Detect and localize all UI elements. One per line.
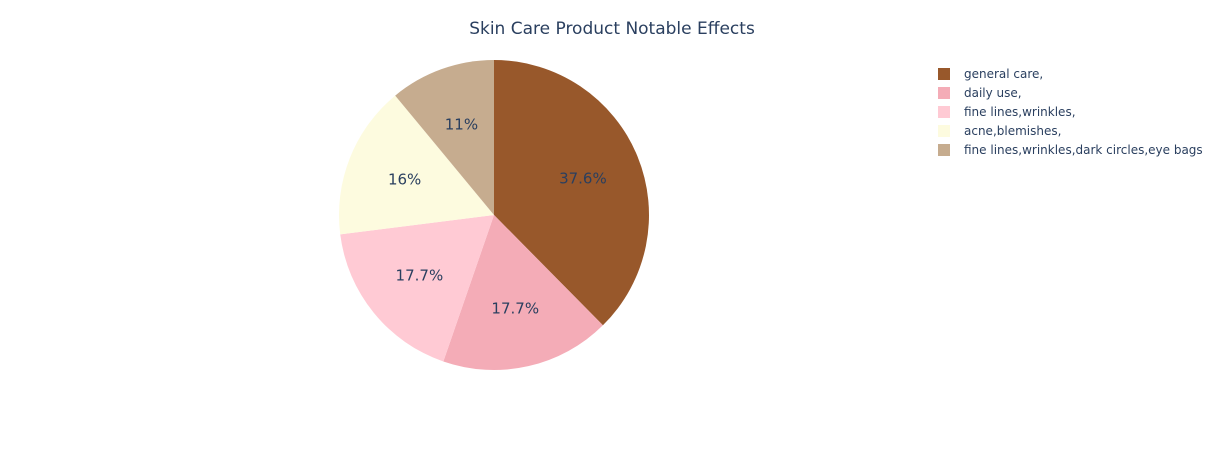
slice-percent-label-1: 17.7% — [491, 300, 539, 318]
slice-labels: 37.6% 17.7% 17.7% 16% 11% — [388, 116, 607, 318]
legend-label-3[interactable]: acne,blemishes, — [964, 124, 1061, 138]
pie-slice-0[interactable] — [494, 60, 649, 326]
legend-label-4[interactable]: fine lines,wrinkles,dark circles,eye bag… — [964, 143, 1203, 157]
legend-label-2[interactable]: fine lines,wrinkles, — [964, 105, 1076, 119]
pie-slice-2[interactable] — [340, 215, 494, 362]
legend-swatch-1[interactable] — [938, 87, 950, 99]
legend-swatch-0[interactable] — [938, 68, 950, 80]
slice-percent-label-3: 16% — [388, 171, 421, 189]
chart-title: Skin Care Product Notable Effects — [469, 19, 755, 39]
slice-percent-label-2: 17.7% — [396, 267, 444, 285]
slice-percent-label-4: 11% — [445, 116, 478, 134]
legend-label-1[interactable]: daily use, — [964, 86, 1022, 100]
pie-slices — [339, 60, 649, 370]
slice-percent-label-0: 37.6% — [559, 170, 607, 188]
legend-swatch-2[interactable] — [938, 106, 950, 118]
legend: general care, daily use, fine lines,wrinkl… — [938, 67, 1203, 157]
pie-slice-3[interactable] — [339, 95, 494, 235]
pie-slice-1[interactable] — [443, 215, 603, 370]
legend-label-0[interactable]: general care, — [964, 67, 1043, 81]
legend-swatch-4[interactable] — [938, 144, 950, 156]
legend-swatch-3[interactable] — [938, 125, 950, 137]
pie-slice-4[interactable] — [395, 60, 494, 215]
